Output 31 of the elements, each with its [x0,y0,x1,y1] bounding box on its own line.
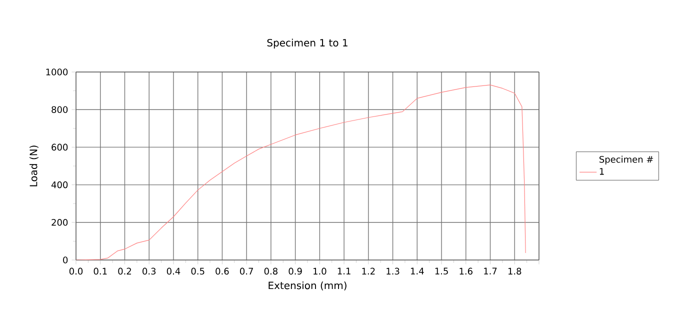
x-tick-label: 0.9 [288,268,302,275]
legend-label: 1 [600,168,604,175]
x-tick-label: 0.0 [69,268,83,275]
x-tick-label: 1.0 [314,268,326,275]
x-tick-label: 0.6 [216,268,229,275]
x-tick-label: 1.2 [362,268,375,274]
y-tick-label: 400 [51,181,68,188]
x-tick-label: 1.5 [435,268,448,274]
x-tick-label: 0.4 [166,268,180,275]
x-tick-label: 1.8 [508,268,522,275]
legend-title: Specimen # [600,156,654,164]
chart-title: Specimen 1 to 1 [267,38,348,48]
x-axis-title: Extension (mm) [268,281,346,290]
x-tick-label: 0.3 [142,268,156,275]
x-tick-label: 0.2 [118,268,132,275]
x-tick-label: 0.1 [94,268,107,275]
x-tick-label: 0.8 [264,268,278,275]
x-tick-label: 1.4 [410,268,424,274]
x-tick-label: 1.1 [338,268,350,274]
y-tick-label: 600 [52,144,68,151]
x-tick-label: 0.5 [191,268,204,275]
x-tick-label: 1.3 [386,268,400,275]
y-axis-title: Load (N) [30,146,38,186]
y-tick-label: 200 [52,218,68,226]
x-tick-label: 1.7 [484,268,497,274]
line-series [76,84,526,260]
x-tick-label: 1.6 [460,268,472,275]
y-tick-label: 0 [63,256,68,264]
y-tick-label: 1000 [46,68,68,76]
x-tick-label: 0.7 [240,268,253,275]
y-tick-label: 800 [52,106,68,113]
